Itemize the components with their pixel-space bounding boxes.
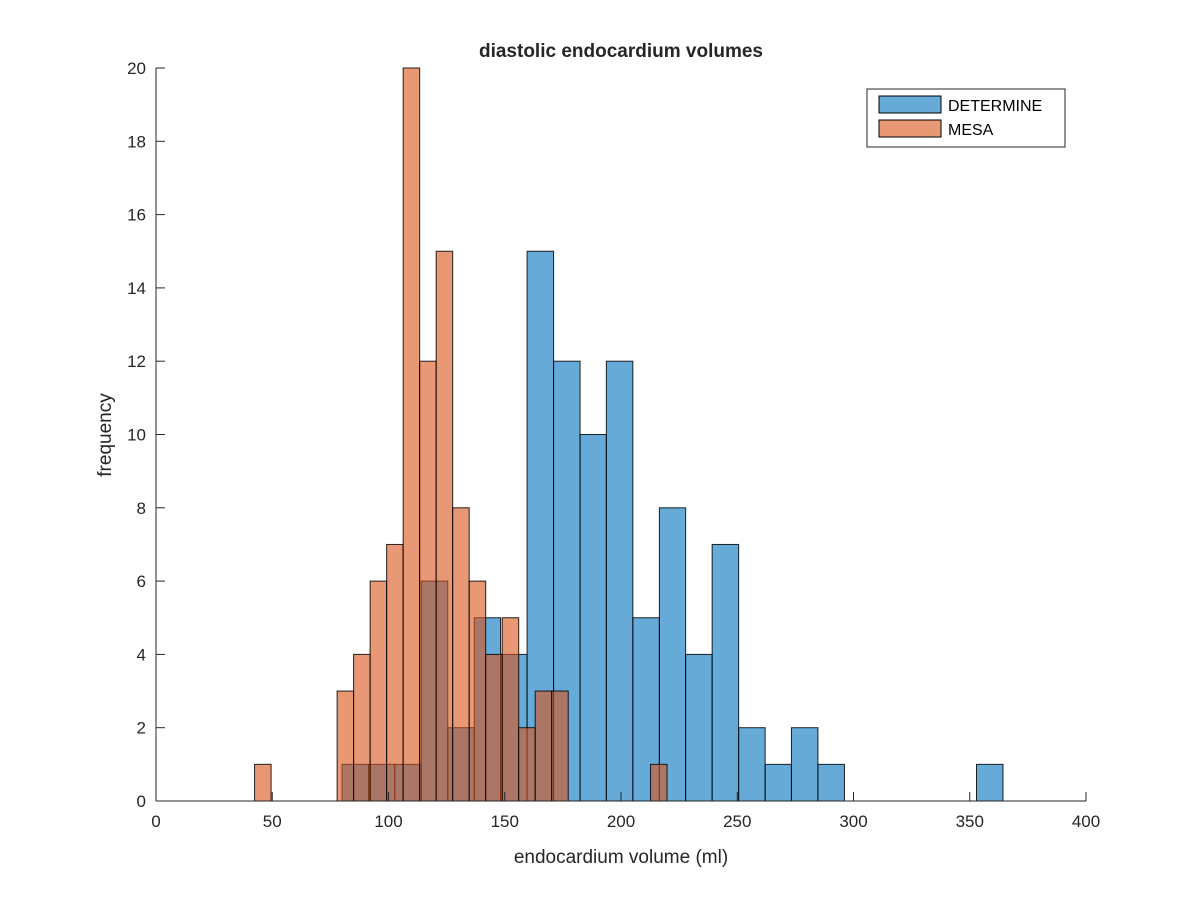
y-tick-label-6: 6 [137, 572, 146, 591]
y-tick-label-12: 12 [127, 352, 146, 371]
x-axis-label: endocardium volume (ml) [514, 847, 728, 868]
bars-layer [254, 67, 1004, 802]
x-tick-label-400: 400 [1072, 812, 1100, 831]
bar-mesa-5 [402, 67, 421, 802]
bar-mesa-9 [468, 580, 487, 802]
y-tick-label-20: 20 [127, 59, 146, 78]
y-axis-label: frequency [95, 393, 116, 477]
bar-mesa-6 [419, 360, 437, 802]
y-tick-label-8: 8 [137, 499, 146, 518]
bar-determine-14 [711, 543, 740, 802]
legend-swatch-mesa [878, 119, 942, 138]
y-tick-label-16: 16 [127, 206, 146, 225]
bar-mesa-14 [551, 690, 569, 802]
y-tick-label-14: 14 [127, 279, 146, 298]
x-tick-label-300: 300 [839, 812, 867, 831]
bar-mesa-2 [353, 653, 371, 802]
bar-determine-9 [579, 434, 607, 802]
legend-swatch-determine [878, 95, 942, 114]
legend: DETERMINE MESA [866, 88, 1066, 148]
bar-determine-17 [790, 727, 819, 802]
bar-determine-10 [605, 360, 634, 802]
bar-mesa-1 [336, 690, 355, 802]
bar-mesa-4 [386, 543, 404, 802]
x-tick-label-200: 200 [607, 812, 635, 831]
x-tick-label-100: 100 [374, 812, 402, 831]
y-tick-label-4: 4 [137, 645, 146, 664]
bar-mesa-3 [369, 580, 388, 802]
legend-label-mesa: MESA [948, 122, 994, 139]
y-tick-label-18: 18 [127, 132, 146, 151]
x-tick-label-0: 0 [151, 812, 160, 831]
bar-determine-18 [817, 763, 845, 802]
bar-mesa-11 [501, 617, 520, 802]
y-tick-label-10: 10 [127, 426, 146, 445]
x-tick-label-350: 350 [956, 812, 984, 831]
bar-mesa-15 [650, 763, 668, 802]
bar-determine-12 [658, 507, 687, 802]
ticks-layer: 0 50 100 150 200 250 300 350 400 0 2 4 6 8 10 12 14 16 18 2… [127, 59, 1100, 831]
x-tick-label-50: 50 [263, 812, 282, 831]
bar-determine-16 [764, 763, 792, 802]
legend-label-determine: DETERMINE [948, 98, 1042, 115]
bar-mesa-7 [435, 250, 454, 802]
bar-mesa-13 [534, 690, 553, 802]
y-tick-label-0: 0 [137, 792, 146, 811]
bar-mesa-0 [254, 763, 272, 802]
y-tick-label-2: 2 [137, 719, 146, 738]
bar-determine-13 [685, 653, 713, 802]
bar-mesa-8 [452, 507, 470, 802]
bar-mesa-10 [485, 653, 503, 802]
chart-title: diastolic endocardium volumes [479, 41, 763, 62]
bar-mesa-12 [518, 727, 536, 802]
x-tick-label-250: 250 [723, 812, 751, 831]
x-tick-label-150: 150 [491, 812, 519, 831]
bar-determine-19 [975, 763, 1004, 802]
bar-determine-15 [738, 727, 766, 802]
